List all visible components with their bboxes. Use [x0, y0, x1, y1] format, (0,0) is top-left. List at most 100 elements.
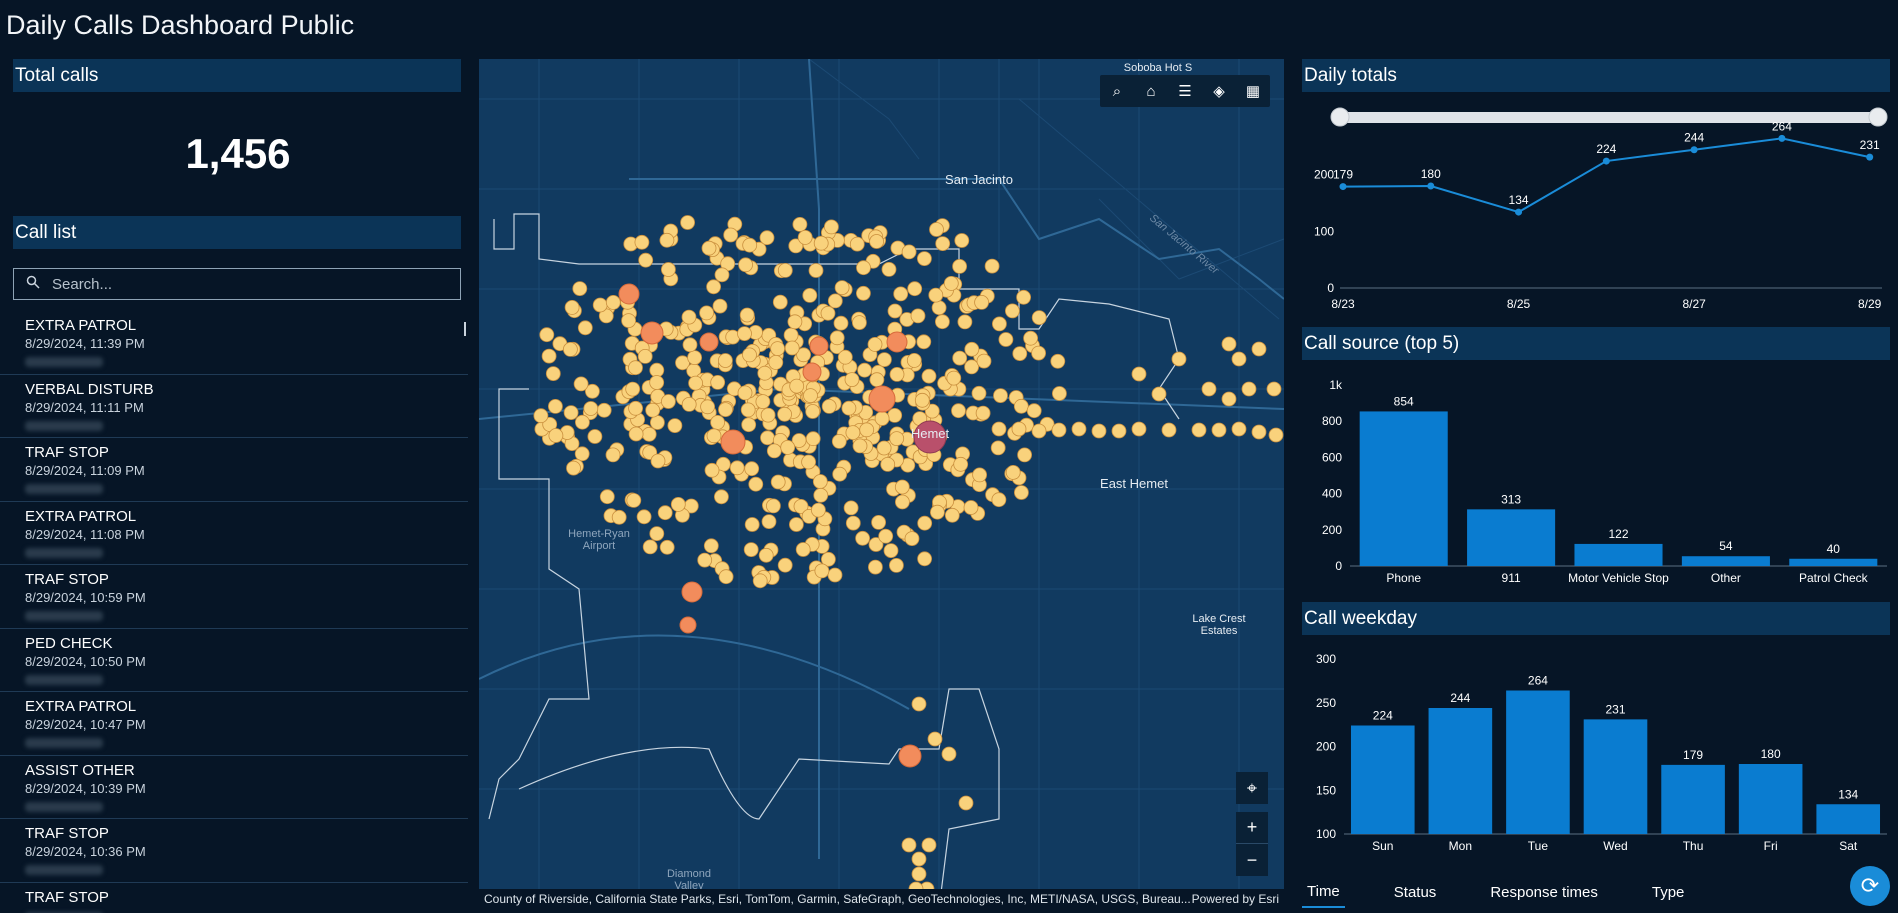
call-point[interactable] — [976, 353, 992, 369]
call-point[interactable] — [990, 440, 1006, 456]
cluster-point[interactable] — [720, 429, 746, 455]
call-point[interactable] — [765, 498, 781, 514]
line-point[interactable] — [1339, 183, 1347, 191]
list-item[interactable]: TRAF STOP 8/29/2024, 10:59 PM — [0, 565, 468, 629]
call-point[interactable] — [699, 305, 715, 321]
call-point[interactable] — [641, 426, 657, 442]
cluster-point[interactable] — [618, 283, 640, 305]
call-point[interactable] — [723, 227, 739, 243]
call-point[interactable] — [889, 431, 905, 447]
bar[interactable] — [1661, 764, 1725, 834]
call-point[interactable] — [843, 500, 859, 516]
call-point[interactable] — [784, 340, 800, 356]
call-point[interactable] — [929, 504, 945, 520]
call-list-search[interactable] — [13, 268, 461, 300]
call-point[interactable] — [911, 851, 927, 867]
call-point[interactable] — [700, 399, 716, 415]
call-point[interactable] — [964, 359, 980, 375]
call-point[interactable] — [855, 285, 871, 301]
call-point[interactable] — [921, 837, 937, 853]
call-point[interactable] — [1251, 424, 1267, 440]
call-point[interactable] — [851, 315, 867, 331]
bar[interactable] — [1467, 509, 1556, 566]
call-point[interactable] — [788, 238, 804, 254]
call-point[interactable] — [1051, 422, 1067, 438]
call-point[interactable] — [717, 353, 733, 368]
call-point[interactable] — [777, 557, 793, 573]
call-point[interactable] — [787, 314, 803, 330]
call-point[interactable] — [748, 476, 764, 492]
list-item[interactable]: EXTRA PATROL 8/29/2024, 11:39 PM — [0, 311, 468, 375]
call-point[interactable] — [941, 746, 957, 762]
call-point[interactable] — [1251, 341, 1267, 357]
call-point[interactable] — [901, 244, 917, 260]
call-point[interactable] — [917, 551, 933, 567]
call-point[interactable] — [1151, 386, 1167, 402]
call-point[interactable] — [856, 260, 871, 276]
call-point[interactable] — [539, 327, 555, 343]
call-point[interactable] — [1071, 421, 1087, 437]
call-point[interactable] — [743, 542, 759, 558]
call-point[interactable] — [917, 515, 933, 531]
call-point[interactable] — [931, 300, 947, 316]
call-point[interactable] — [681, 396, 697, 412]
call-point[interactable] — [566, 460, 581, 476]
call-point[interactable] — [1201, 381, 1217, 397]
call-point[interactable] — [881, 261, 897, 277]
call-point[interactable] — [911, 866, 927, 882]
bar[interactable] — [1816, 804, 1881, 834]
call-point[interactable] — [859, 422, 875, 438]
call-point[interactable] — [821, 398, 837, 414]
call-point[interactable] — [993, 388, 1008, 404]
call-point[interactable] — [650, 453, 666, 469]
call-point[interactable] — [713, 489, 729, 505]
layers-icon[interactable]: ◈ — [1213, 83, 1225, 100]
call-point[interactable] — [868, 537, 884, 552]
call-point[interactable] — [889, 366, 905, 382]
call-point[interactable] — [867, 336, 883, 352]
bar[interactable] — [1428, 708, 1493, 834]
call-point[interactable] — [667, 418, 683, 434]
call-point[interactable] — [670, 496, 686, 512]
call-point[interactable] — [541, 348, 557, 364]
call-point[interactable] — [572, 281, 588, 297]
call-point[interactable] — [951, 403, 966, 419]
call-point[interactable] — [575, 414, 590, 430]
call-point[interactable] — [795, 542, 811, 557]
call-point[interactable] — [1191, 422, 1207, 438]
call-point[interactable] — [718, 569, 734, 585]
list-item[interactable]: TRAF STOP 8/29/2024, 10:36 PM — [0, 819, 468, 883]
call-point[interactable] — [789, 378, 805, 394]
call-point[interactable] — [659, 232, 675, 248]
call-point[interactable] — [659, 539, 675, 555]
call-point[interactable] — [910, 308, 926, 324]
call-point[interactable] — [984, 258, 1000, 274]
cluster-point[interactable] — [886, 331, 908, 353]
search-input[interactable] — [52, 275, 452, 293]
call-point[interactable] — [1221, 391, 1237, 407]
bar[interactable] — [1583, 719, 1648, 834]
call-point[interactable] — [887, 303, 903, 319]
call-point[interactable] — [883, 543, 899, 559]
call-point[interactable] — [611, 509, 627, 525]
cluster-point[interactable] — [802, 362, 822, 382]
legend-icon[interactable]: ☰ — [1178, 83, 1192, 100]
call-point[interactable] — [1023, 330, 1038, 346]
call-point[interactable] — [812, 474, 828, 489]
call-point[interactable] — [752, 573, 768, 589]
tab-type[interactable]: Type — [1651, 883, 1685, 901]
call-point[interactable] — [814, 563, 830, 579]
call-point[interactable] — [1241, 381, 1257, 397]
call-point[interactable] — [894, 494, 910, 510]
call-point[interactable] — [928, 287, 944, 303]
call-point[interactable] — [827, 293, 843, 309]
call-point[interactable] — [971, 385, 987, 401]
bar[interactable] — [1506, 690, 1570, 835]
call-point[interactable] — [548, 428, 564, 443]
call-point[interactable] — [596, 402, 612, 418]
call-point[interactable] — [852, 438, 868, 454]
call-point[interactable] — [975, 405, 991, 421]
call-point[interactable] — [621, 313, 637, 329]
call-point[interactable] — [834, 280, 850, 296]
call-point[interactable] — [887, 407, 903, 423]
